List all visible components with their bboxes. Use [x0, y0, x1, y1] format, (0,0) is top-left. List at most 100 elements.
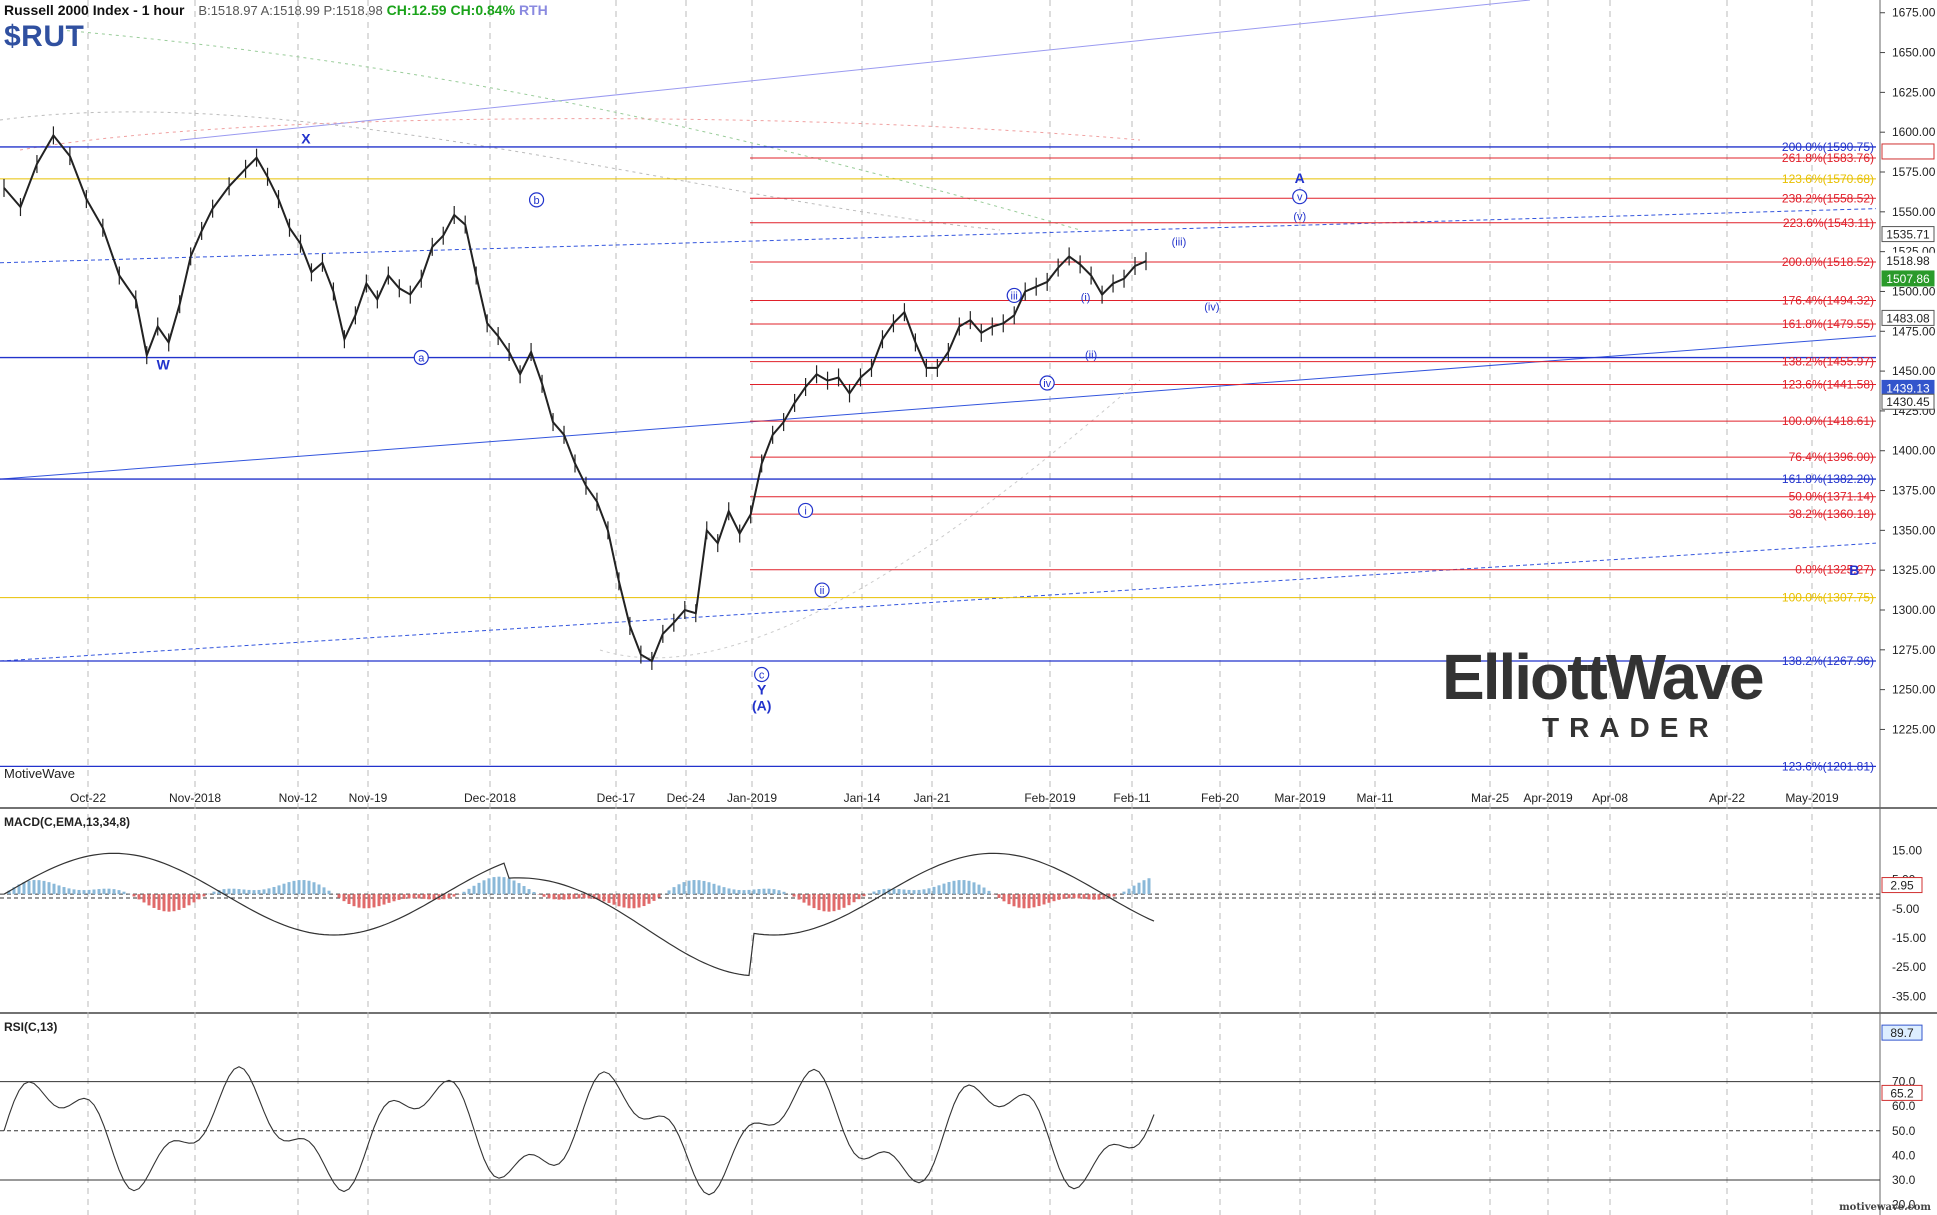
x-tick-label: Feb-11: [1113, 791, 1150, 805]
x-tick-label: Nov-19: [349, 791, 388, 805]
moving-average-line: [19, 118, 1141, 151]
fib-level-label: 38.2%(1360.18): [1789, 507, 1874, 521]
price-tag: [1881, 393, 1935, 410]
y-tick-label: 1375.00: [1892, 484, 1936, 498]
wave-label: (ii): [1085, 349, 1097, 361]
quote-text: B:1518.97 A:1518.99 P:1518.98: [198, 3, 383, 18]
price-tag-label: 1535.71: [1886, 228, 1930, 242]
y-tick-label: 1550.00: [1892, 205, 1936, 219]
rsi-panel-label: RSI(C,13): [4, 1020, 58, 1034]
price-tag-label: 1507.86: [1886, 272, 1930, 286]
price-tag-label: 1439.13: [1886, 381, 1930, 395]
y-tick-label: 1575.00: [1892, 165, 1936, 179]
wave-label: (A): [752, 697, 771, 713]
macd-y-tick-label: -5.00: [1892, 902, 1920, 916]
wave-label: A: [1295, 170, 1305, 186]
y-tick-label: 1475.00: [1892, 324, 1936, 338]
fib-level-label: 138.2%(1267.96): [1782, 654, 1874, 668]
rsi-y-tick-label: 30.0: [1892, 1173, 1916, 1187]
x-tick-label: Jan-14: [844, 791, 881, 805]
x-tick-label: Apr-2019: [1523, 791, 1573, 805]
fib-level-label: 261.8%(1583.76): [1782, 151, 1874, 165]
macd-panel-label: MACD(C,EMA,13,34,8): [4, 815, 131, 829]
chart-title-bar: Russell 2000 Index - 1 hour B:1518.97 A:…: [4, 2, 548, 18]
wave-label-circle: [1039, 375, 1055, 391]
x-tick-label: Dec-2018: [464, 791, 516, 805]
macd-y-tick-label: 15.00: [1892, 843, 1922, 857]
price-tag: [1881, 226, 1935, 243]
wave-label-circle: [814, 582, 830, 598]
y-tick-label: 1275.00: [1892, 643, 1936, 657]
wave-label-circle: [1292, 189, 1308, 205]
price-tag-label: 1483.08: [1886, 311, 1930, 325]
y-tick-label: 1400.00: [1892, 444, 1936, 458]
wave-label: (iii): [1172, 236, 1187, 248]
moving-average-line: [599, 379, 1141, 659]
x-tick-label: Dec-24: [667, 791, 706, 805]
x-tick-label: Oct-22: [70, 791, 106, 805]
fib-level-label: 223.6%(1543.11): [1783, 216, 1874, 230]
macd-y-tick-label: -25.00: [1892, 960, 1926, 974]
moving-average-line: [0, 111, 1001, 231]
fib-level-label: 161.8%(1479.55): [1782, 317, 1874, 331]
symbol-label: $RUT: [4, 20, 85, 53]
wave-label: b: [534, 195, 540, 207]
x-tick-label: Jan-21: [914, 791, 951, 805]
price-tag: [1881, 309, 1935, 326]
y-tick-label: 1225.00: [1892, 722, 1936, 736]
wave-label-circle: [413, 349, 429, 366]
fib-level-label: 50.0%(1371.14): [1789, 490, 1874, 504]
rsi-tag: [1881, 1024, 1923, 1041]
rsi-tag-label: 89.7: [1890, 1026, 1914, 1040]
trend-channel-line: [0, 208, 1877, 264]
y-tick-label: 1600.00: [1892, 125, 1936, 139]
motivewave-watermark: MotiveWave: [4, 766, 76, 781]
wave-label: iii: [1011, 290, 1018, 302]
x-tick-label: Nov-12: [279, 791, 318, 805]
rsi-y-tick-label: 20.0: [1892, 1198, 1916, 1212]
wave-label: W: [157, 356, 171, 372]
fib-level-label: 123.6%(1441.58): [1782, 378, 1874, 392]
rsi-tag: [1881, 1084, 1923, 1101]
macd-value-tag: [1881, 877, 1923, 894]
x-tick-label: Apr-08: [1592, 791, 1628, 805]
wave-label-circle: [528, 192, 545, 208]
logo-main-text: ElliottWave: [1442, 641, 1765, 713]
x-tick-label: Mar-11: [1356, 791, 1393, 805]
logo-sub-text: TRADER: [1542, 712, 1719, 743]
fib-level-label: 76.4%(1396.00): [1789, 450, 1874, 464]
wave-label: Y: [757, 681, 767, 697]
y-tick-label: 1450.00: [1892, 364, 1936, 378]
x-tick-label: Feb-2019: [1024, 791, 1076, 805]
wave-label: (iv): [1204, 302, 1219, 314]
macd-line: [3, 852, 1155, 977]
change-percent: CH:0.84%: [450, 2, 516, 18]
wave-label-circle: [1006, 287, 1022, 304]
x-tick-label: Nov-2018: [169, 791, 221, 805]
rsi-tag-label: 65.2: [1890, 1086, 1914, 1100]
trend-channel-line: [179, 0, 1531, 141]
trend-channel-line: [0, 335, 1877, 480]
wave-label: ii: [820, 585, 825, 597]
fib-level-label: 176.4%(1494.32): [1782, 294, 1874, 308]
macd-y-tick-label: -35.00: [1892, 989, 1926, 1003]
x-tick-label: Mar-2019: [1274, 791, 1326, 805]
wave-label: B: [1849, 562, 1859, 578]
wave-label: (v): [1293, 211, 1306, 223]
fib-level-label: 0.0%(1325.27): [1795, 563, 1874, 577]
elliottwave-trader-logo: ElliottWave TRADER: [1442, 640, 1765, 750]
x-tick-label: Apr-22: [1709, 791, 1745, 805]
x-tick-label: May-2019: [1785, 791, 1839, 805]
x-tick-label: Mar-25: [1471, 791, 1509, 805]
y-tick-label: 1325.00: [1892, 563, 1936, 577]
fib-level-label: 100.0%(1418.61): [1782, 414, 1874, 428]
price-tag: [1881, 270, 1935, 287]
x-tick-label: Dec-17: [597, 791, 636, 805]
wave-label: v: [1297, 192, 1303, 204]
y-tick-label: 1350.00: [1892, 523, 1936, 537]
wave-label: iv: [1043, 378, 1051, 390]
price-tag-label: 1587.58: [1886, 145, 1930, 159]
y-tick-label: 1675.00: [1892, 6, 1936, 20]
price-tag: [1881, 252, 1935, 269]
